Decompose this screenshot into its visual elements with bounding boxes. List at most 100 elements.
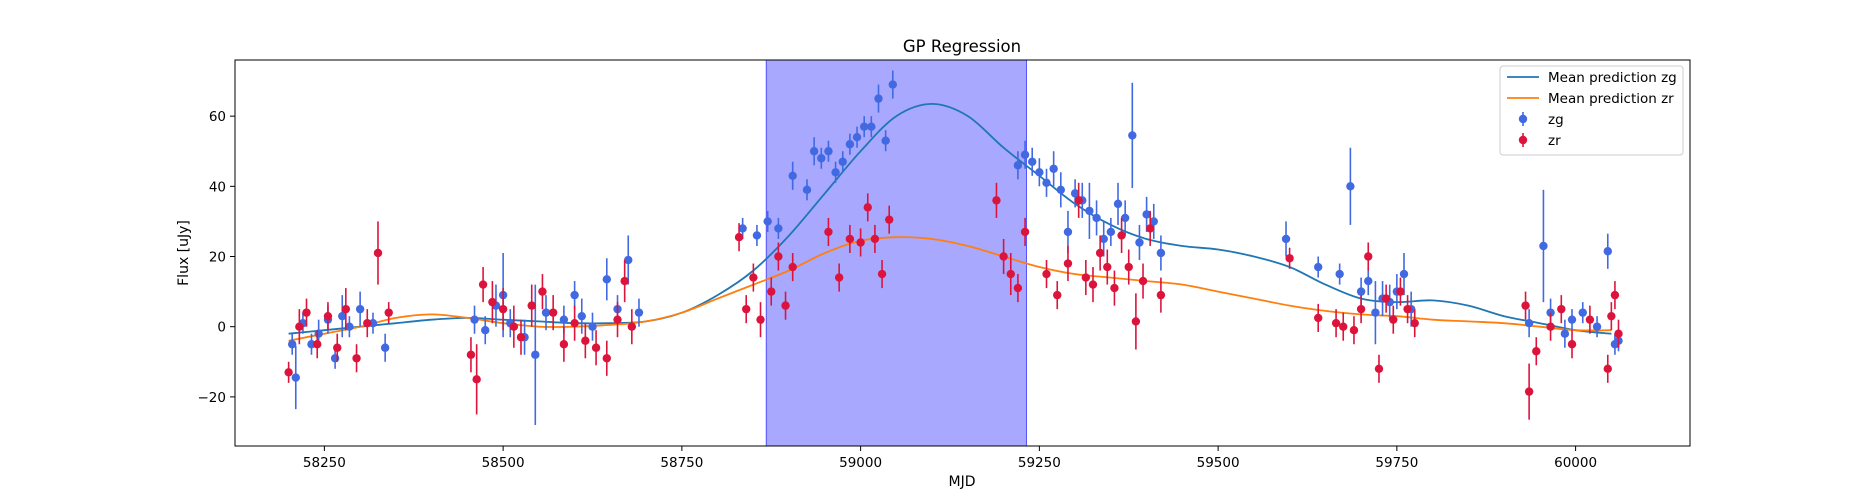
marker-zg <box>1335 269 1344 279</box>
y-tick-label: 0 <box>217 320 226 336</box>
marker-zr <box>1614 329 1623 338</box>
marker-zr <box>1138 276 1148 286</box>
marker-zg <box>802 185 812 195</box>
marker-zg <box>831 168 840 177</box>
data-point-zr <box>1585 305 1595 334</box>
x-tick-label: 59500 <box>1197 455 1240 471</box>
marker-zr <box>834 273 844 282</box>
data-point-zg <box>624 235 633 285</box>
data-point-zg <box>570 281 579 310</box>
marker-zg <box>1524 318 1534 328</box>
marker-zg <box>809 147 819 156</box>
marker-zr <box>1381 294 1391 303</box>
data-point-zr <box>1524 363 1534 420</box>
marker-zg <box>1120 213 1130 223</box>
marker-zr <box>1546 322 1555 331</box>
marker-zg <box>1070 189 1080 198</box>
data-point-zr <box>559 326 569 362</box>
data-point-zg <box>1142 196 1151 232</box>
marker-zr <box>295 322 304 331</box>
marker-zg <box>287 340 297 349</box>
marker-zg <box>1364 276 1373 286</box>
marker-zg <box>1049 164 1058 173</box>
marker-zr <box>1156 290 1166 300</box>
marker-zr <box>992 196 1001 205</box>
data-point-zg <box>752 224 762 246</box>
x-tick-label: 59000 <box>839 455 882 471</box>
data-point-zg <box>1399 253 1409 296</box>
data-point-zg <box>1092 200 1101 236</box>
marker-zr <box>1006 269 1015 279</box>
legend-frame <box>1499 65 1684 156</box>
marker-zr <box>323 311 333 321</box>
marker-zr <box>863 203 872 212</box>
marker-zg <box>1592 322 1602 331</box>
legend-entry-mean-prediction-zg: Mean prediction zg <box>1507 70 1677 86</box>
marker-zr <box>1285 254 1294 263</box>
data-point-zr <box>1603 354 1612 383</box>
marker-zg <box>1399 269 1409 279</box>
marker-zg <box>355 304 365 314</box>
data-point-zr <box>581 323 590 359</box>
data-point-zr <box>834 263 844 292</box>
data-point-zr <box>1156 277 1166 313</box>
y-tick-label: 40 <box>209 179 226 195</box>
marker-zr <box>478 280 488 289</box>
data-point-zr <box>1138 263 1148 299</box>
y-axis: −20 0 20 40 60 <box>198 109 235 406</box>
data-point-zg <box>1013 151 1023 180</box>
data-point-zr <box>1331 309 1341 338</box>
marker-zg <box>1135 238 1144 247</box>
marker-zr <box>1339 322 1348 331</box>
data-point-zr <box>734 223 744 252</box>
marker-zr <box>527 301 536 310</box>
data-point-zg <box>845 133 855 155</box>
marker-zr <box>538 287 547 296</box>
data-point-zr <box>870 224 880 253</box>
marker-zr <box>559 340 569 349</box>
data-point-zg <box>802 179 812 201</box>
data-point-zr <box>885 205 894 234</box>
data-point-zr <box>877 260 887 289</box>
marker-zg <box>788 171 797 180</box>
marker-zg <box>380 343 390 352</box>
data-point-zr <box>1103 249 1112 285</box>
marker-zr <box>1131 317 1141 326</box>
series-points-zr <box>284 182 1623 420</box>
data-point-zr <box>749 263 758 292</box>
marker-zg <box>314 329 323 338</box>
marker-zr <box>1403 304 1412 314</box>
data-point-zr <box>999 238 1008 275</box>
data-point-zg <box>867 116 876 138</box>
marker-zr <box>788 262 797 272</box>
marker-zg <box>859 122 869 131</box>
marker-zr <box>1585 315 1595 324</box>
data-point-zr <box>478 267 488 303</box>
data-point-zr <box>1145 210 1155 246</box>
data-point-zg <box>1281 221 1291 257</box>
data-point-zr <box>1314 303 1323 332</box>
data-point-zr <box>1532 337 1541 366</box>
marker-zr <box>1331 318 1341 328</box>
marker-zg <box>1106 227 1116 237</box>
data-point-zg <box>859 116 869 138</box>
legend-entry-mean-prediction-zr: Mean prediction zr <box>1507 91 1674 107</box>
marker-zr <box>1524 387 1534 396</box>
data-point-zr <box>302 298 311 327</box>
data-point-zr <box>1546 312 1555 341</box>
marker-zg <box>588 322 597 331</box>
data-point-zg <box>1049 151 1058 187</box>
marker-zg <box>1356 287 1366 296</box>
data-point-zr <box>620 260 629 303</box>
data-point-zr <box>1614 319 1623 348</box>
data-point-zg <box>1120 200 1130 236</box>
data-point-zg <box>1539 189 1548 303</box>
marker-zr <box>613 315 622 324</box>
x-tick-label: 58750 <box>660 455 703 471</box>
data-point-zr <box>1567 330 1577 359</box>
data-point-zr <box>992 182 1001 218</box>
data-point-zg <box>888 70 897 99</box>
data-point-zg <box>1603 233 1612 269</box>
marker-zg <box>845 140 855 149</box>
data-point-zg <box>874 84 883 113</box>
